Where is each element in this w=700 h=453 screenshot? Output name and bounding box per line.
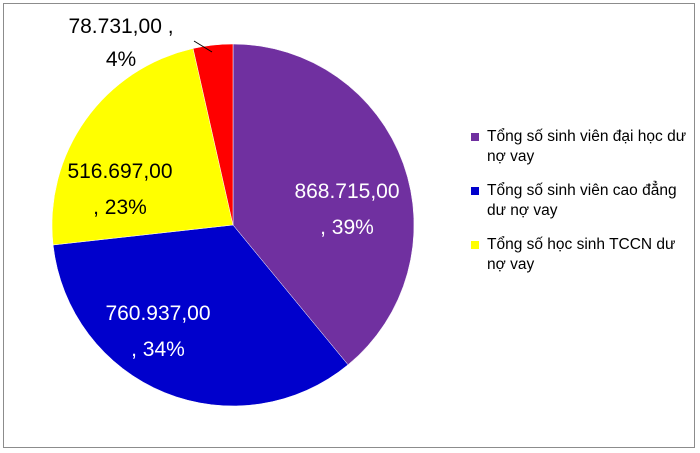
pie-slice-1 bbox=[232, 43, 415, 366]
data-label-value: 760.937,00 bbox=[105, 302, 210, 325]
pie-chart: 868.715,00 , 39% 760.937,00 , 34% 516.697,00… bbox=[51, 15, 415, 407]
pie-slices bbox=[51, 43, 415, 407]
data-labels: 868.715,00 , 39% 760.937,00 , 34% 516.697,00… bbox=[67, 15, 399, 361]
legend-swatch bbox=[471, 187, 479, 195]
pie-slice-3 bbox=[51, 48, 234, 246]
legend-swatch bbox=[471, 241, 479, 249]
chart-frame: 868.715,00 , 39% 760.937,00 , 34% 516.697,00… bbox=[3, 3, 695, 448]
data-label-value: 868.715,00 bbox=[294, 180, 399, 203]
data-label-percent: , 39% bbox=[320, 216, 374, 239]
pie-slice-2 bbox=[52, 224, 349, 407]
data-label-percent: , 23% bbox=[93, 196, 147, 219]
legend-item-1: Tổng số sinh viên đại học dư nợ vay bbox=[471, 127, 696, 167]
data-label-percent: 4% bbox=[106, 48, 136, 71]
data-label-percent: , 34% bbox=[131, 338, 185, 361]
legend-label: Tổng số sinh viên cao đẳng dư nợ vay bbox=[487, 182, 677, 219]
legend-item-3: Tổng số học sinh TCCN dư nợ vay bbox=[471, 235, 696, 275]
data-label-value: 78.731,00 , bbox=[68, 15, 173, 38]
legend: Tổng số sinh viên đại học dư nợ vay Tổng … bbox=[471, 127, 696, 289]
legend-label: Tổng số học sinh TCCN dư nợ vay bbox=[487, 236, 676, 273]
pie-slice-4 bbox=[192, 43, 234, 226]
legend-swatch bbox=[471, 133, 479, 141]
data-label-value: 516.697,00 bbox=[67, 160, 172, 183]
leader-line bbox=[193, 40, 213, 53]
legend-label: Tổng số sinh viên đại học dư nợ vay bbox=[487, 128, 687, 165]
legend-item-2: Tổng số sinh viên cao đẳng dư nợ vay bbox=[471, 181, 696, 221]
